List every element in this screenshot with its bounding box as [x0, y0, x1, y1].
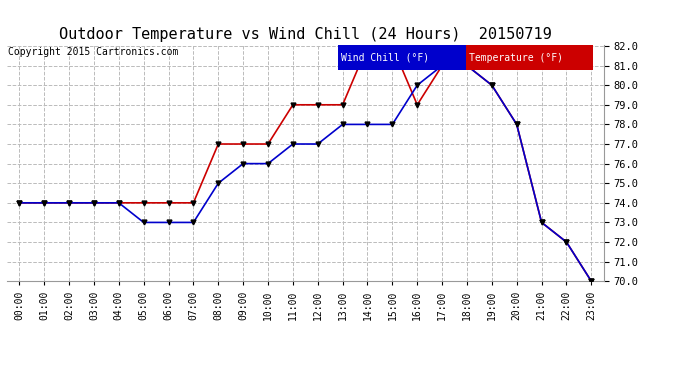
Text: Temperature (°F): Temperature (°F) — [469, 53, 562, 63]
Text: Wind Chill (°F): Wind Chill (°F) — [341, 53, 429, 63]
Text: Copyright 2015 Cartronics.com: Copyright 2015 Cartronics.com — [8, 47, 179, 57]
Title: Outdoor Temperature vs Wind Chill (24 Hours)  20150719: Outdoor Temperature vs Wind Chill (24 Ho… — [59, 27, 552, 42]
